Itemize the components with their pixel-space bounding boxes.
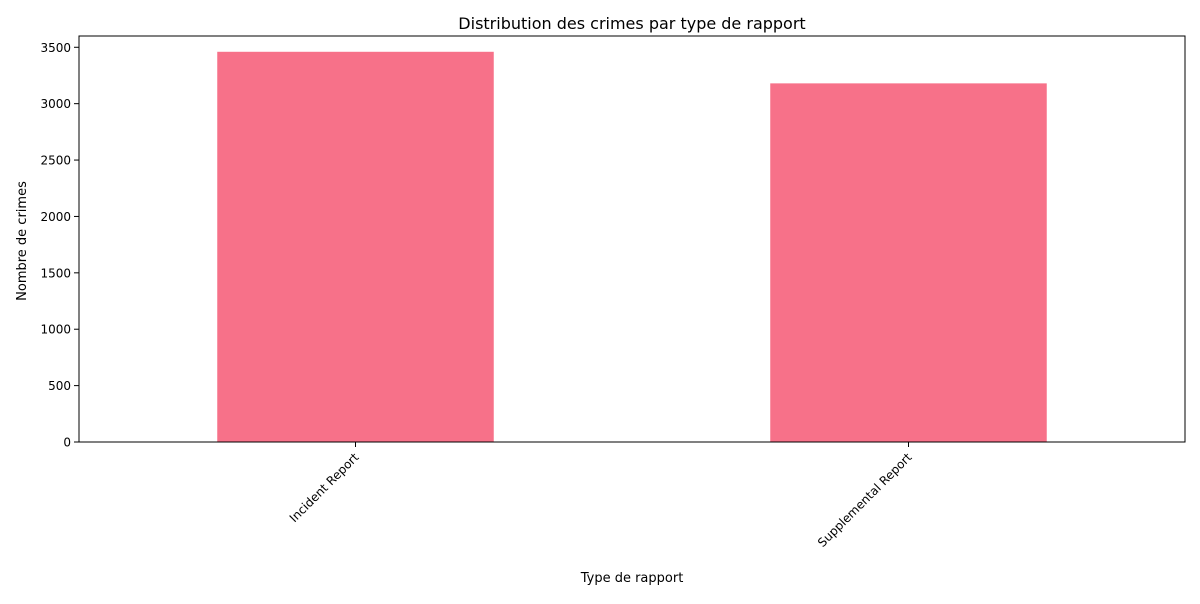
y-tick-label: 2500 [40, 154, 71, 168]
y-tick-label: 1500 [40, 266, 71, 280]
y-tick-label: 3500 [40, 41, 71, 55]
y-tick-label: 0 [63, 436, 71, 450]
bars-layer [217, 51, 1047, 443]
y-tick-label: 500 [48, 379, 71, 393]
x-tick-label: Supplemental Report [815, 450, 915, 550]
y-tick-label: 3000 [40, 97, 71, 111]
y-axis-label: Nombre de crimes [15, 181, 30, 301]
x-tick-label: Incident Report [287, 450, 362, 525]
plot-frame [78, 35, 1186, 443]
bar-incident-report [217, 51, 494, 443]
y-tick-label: 2000 [40, 210, 71, 224]
x-axis-label: Type de rapport [580, 571, 684, 586]
chart-title: Distribution des crimes par type de rapp… [458, 14, 805, 33]
y-tick-label: 1000 [40, 323, 71, 337]
bar-supplemental-report [770, 83, 1047, 442]
